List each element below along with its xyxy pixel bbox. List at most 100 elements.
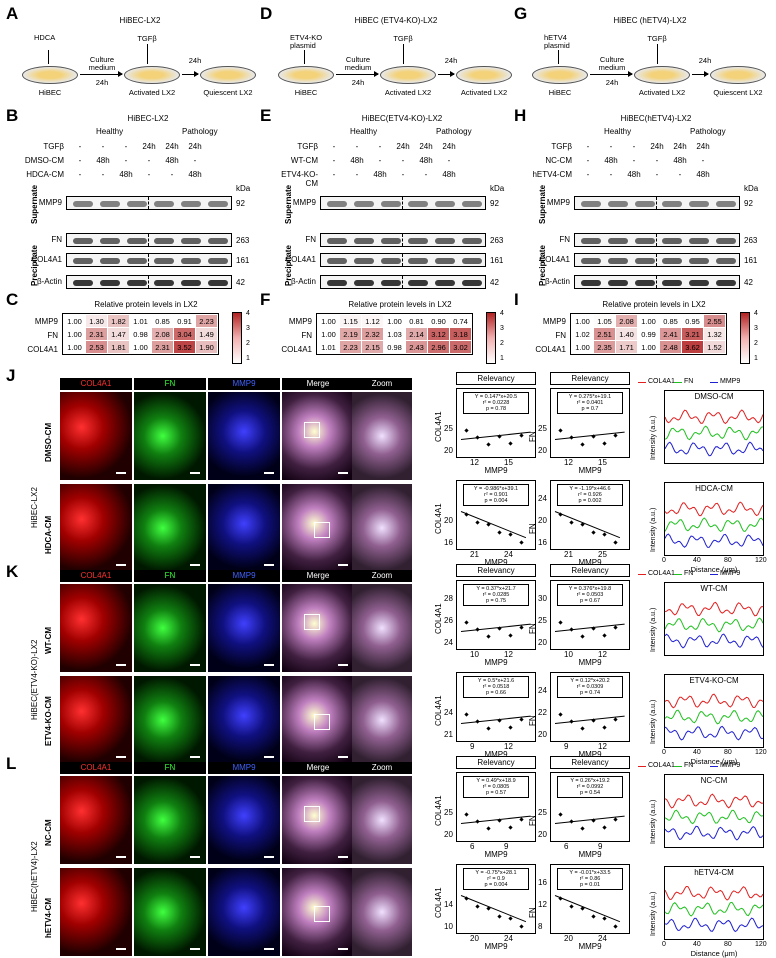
profile-lines bbox=[664, 885, 764, 933]
blot-strip bbox=[66, 233, 232, 247]
condition-value: 48h bbox=[627, 170, 641, 179]
panel-letter-f: F bbox=[260, 290, 271, 309]
scatter-xlabel: MMP9 bbox=[578, 750, 602, 759]
profile-title: HDCA-CM bbox=[695, 484, 733, 493]
data-point bbox=[613, 625, 618, 630]
scatter-ylabel: FN bbox=[528, 523, 537, 534]
heatmap-grid: 1.00 1.30 1.82 1.01 0.85 0.91 2.23 1.00 2.31 1.47… bbox=[62, 313, 219, 355]
panel-letter-l: L bbox=[6, 754, 17, 773]
x-tick: 12 bbox=[598, 742, 607, 751]
panel-letter-e: E bbox=[260, 106, 272, 125]
blot-title: HiBEC(ETV4-KO)-LX2 bbox=[361, 114, 443, 123]
protein-band bbox=[127, 258, 147, 264]
protein-band bbox=[127, 238, 147, 244]
x-tick: 12 bbox=[470, 458, 479, 467]
heatmap-cell: 1.71 bbox=[615, 340, 638, 354]
group-divider bbox=[402, 234, 403, 246]
col4a1-profile bbox=[664, 501, 764, 517]
relevancy-header: Relevancy bbox=[456, 756, 536, 769]
protein-band bbox=[608, 258, 628, 264]
condition-value: - bbox=[170, 170, 174, 179]
protein-band bbox=[689, 238, 709, 244]
healthy-label: Healthy bbox=[96, 127, 124, 136]
scheme-source-label: hETV4 plasmid bbox=[544, 33, 570, 50]
kda-label: kDa bbox=[236, 184, 251, 193]
group-divider bbox=[656, 276, 657, 288]
profile-xlabel: Distance (μm) bbox=[690, 565, 738, 574]
heatmap-cell: 3.52 bbox=[173, 340, 196, 354]
group-divider bbox=[656, 254, 657, 266]
y-tick: 16 bbox=[538, 878, 547, 887]
fit-line bbox=[460, 511, 527, 539]
condition-value: - bbox=[332, 170, 336, 179]
condition-value: - bbox=[355, 142, 359, 151]
micrograph-image bbox=[134, 584, 206, 672]
profile-ylabel: Intensity (a.u.) bbox=[650, 699, 657, 744]
y-tick: 25 bbox=[538, 808, 547, 817]
condition-value: 48h bbox=[119, 170, 133, 179]
kda-value: 42 bbox=[236, 278, 245, 287]
data-point bbox=[613, 717, 618, 722]
protein-band bbox=[354, 201, 374, 207]
scale-bar bbox=[264, 756, 274, 758]
protein-band bbox=[73, 238, 93, 244]
scatter-ylabel: COL4A1 bbox=[434, 503, 443, 534]
heatmap-cell: 3.62 bbox=[681, 340, 704, 354]
col4a1-profile bbox=[664, 693, 764, 709]
heatmap-title: Relative protein levels in LX2 bbox=[94, 300, 198, 309]
profile-x-tick: 80 bbox=[724, 941, 732, 948]
micrograph-image bbox=[134, 676, 206, 764]
profile-x-tick: 80 bbox=[724, 749, 732, 756]
protein-band bbox=[208, 258, 228, 264]
y-tick: 20 bbox=[538, 446, 547, 455]
channel-header: COL4A1 bbox=[60, 762, 132, 774]
regression-equation: Y = -0.75*x+28.1 bbox=[475, 870, 517, 876]
protein-band bbox=[462, 280, 482, 286]
arrowhead-icon bbox=[118, 71, 123, 77]
blot-strip bbox=[320, 253, 486, 267]
x-tick: 12 bbox=[564, 458, 573, 467]
regression-stats: Y = 0.275*x+19.1 r² = 0.0401 p = 0.7 bbox=[557, 392, 623, 414]
data-point bbox=[580, 522, 585, 527]
x-tick: 20 bbox=[564, 934, 573, 943]
condition-value: 48h bbox=[373, 170, 387, 179]
condition-value: - bbox=[609, 142, 613, 151]
blot-row-label: FN bbox=[305, 235, 316, 244]
culture-dish bbox=[634, 66, 690, 84]
blot-row-label: FN bbox=[51, 235, 62, 244]
profile-title: hETV4-CM bbox=[694, 868, 734, 877]
scatter-ylabel: COL4A1 bbox=[434, 411, 443, 442]
micrograph-image bbox=[60, 484, 132, 572]
blot-strip bbox=[66, 275, 232, 289]
x-tick: 9 bbox=[564, 742, 569, 751]
data-point bbox=[475, 627, 480, 632]
group-divider bbox=[656, 197, 657, 209]
scheme-medium-label: Culture medium bbox=[598, 55, 626, 72]
data-point bbox=[613, 433, 618, 438]
heatmap-cell: 0.74 bbox=[449, 314, 472, 328]
culture-dish bbox=[532, 66, 588, 84]
mmp9-profile bbox=[664, 441, 764, 457]
arrow-icon bbox=[692, 74, 708, 75]
channel-header: FN bbox=[134, 378, 206, 390]
blot-row-label: COL4A1 bbox=[285, 255, 316, 264]
heatmap-cell: 2.08 bbox=[615, 314, 638, 328]
scatter-plot: Y = 0.5*x+21.6 r² = 0.0518 p = 0.66 bbox=[456, 672, 536, 742]
profile-title: WT-CM bbox=[700, 584, 728, 593]
micrograph-image bbox=[208, 868, 280, 956]
regression-r2: r² = 0.0309 bbox=[576, 684, 604, 690]
regression-stats: Y = -0.01*x+33.5 r² = 0.86 p = 0.01 bbox=[557, 868, 623, 890]
protein-band bbox=[127, 201, 147, 207]
scale-bar bbox=[264, 472, 274, 474]
legend-label: MMP9 bbox=[720, 762, 741, 769]
heatmap-cell: 2.53 bbox=[85, 340, 108, 354]
heatmap-row: 1.00 1.05 2.08 1.00 0.85 0.95 2.55 bbox=[571, 314, 726, 328]
regression-stats: Y = 0.147*x+20.5 r² = 0.0228 p = 0.78 bbox=[463, 392, 529, 414]
scale-bar bbox=[338, 756, 348, 758]
protein-band bbox=[354, 258, 374, 264]
fn-profile bbox=[664, 809, 764, 825]
x-tick: 24 bbox=[504, 934, 513, 943]
regression-r2: r² = 0.0518 bbox=[482, 684, 510, 690]
condition-value: 24h bbox=[142, 142, 156, 151]
scatter-plot: Y = -0.01*x+33.5 r² = 0.86 p = 0.01 bbox=[550, 864, 630, 934]
